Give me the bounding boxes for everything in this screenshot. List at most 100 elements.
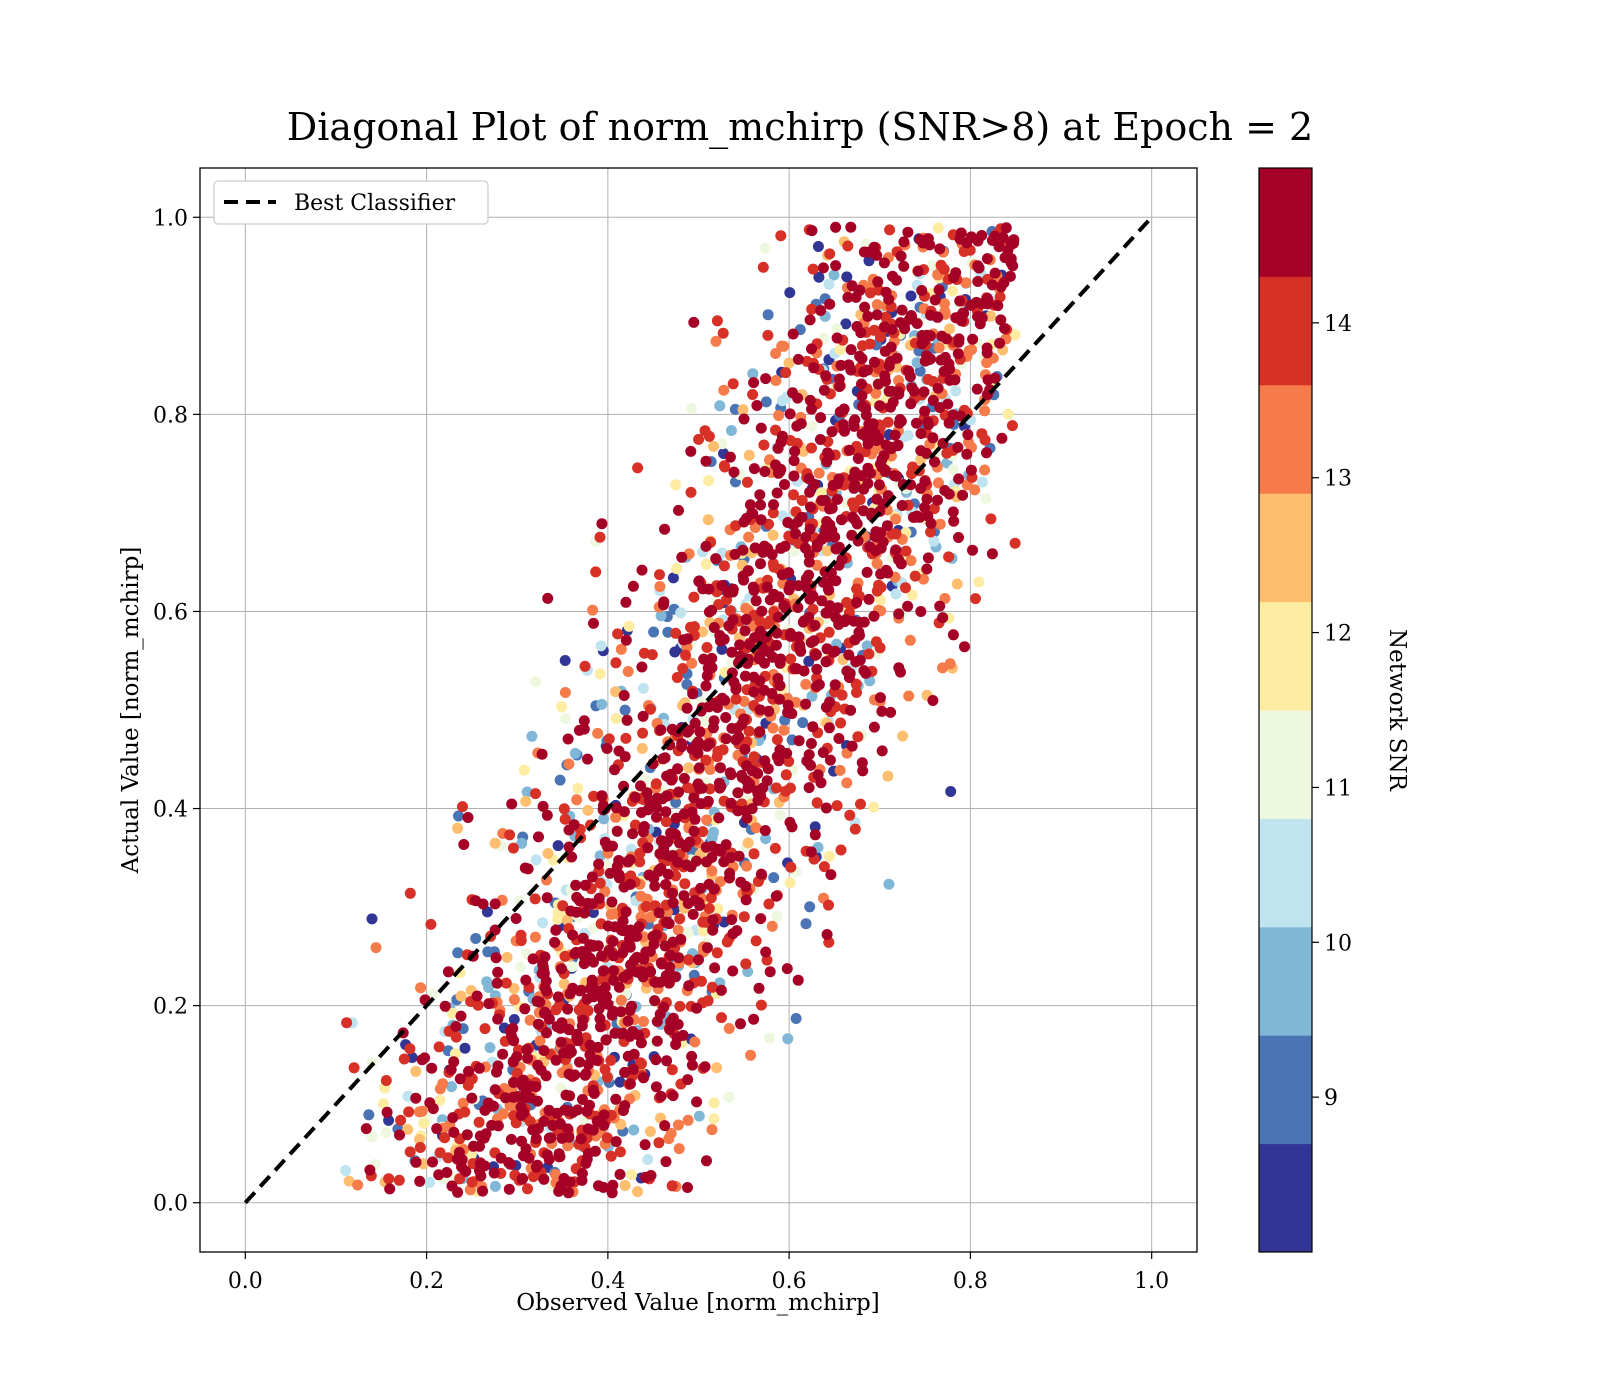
scatter-point <box>533 831 544 843</box>
scatter-point <box>798 665 810 677</box>
scatter-point <box>874 400 886 412</box>
scatter-point <box>831 332 843 344</box>
scatter-point <box>582 753 593 765</box>
scatter-point <box>697 583 709 595</box>
scatter-point <box>437 1078 449 1090</box>
scatter-point <box>644 703 656 715</box>
scatter-point <box>941 333 953 345</box>
scatter-point <box>783 357 795 369</box>
scatter-point <box>564 1090 576 1102</box>
scatter-point <box>713 812 725 824</box>
scatter-point <box>766 688 778 699</box>
scatter-point <box>817 262 829 274</box>
scatter-point <box>506 1030 517 1042</box>
scatter-point <box>473 1116 485 1128</box>
scatter-point <box>836 689 848 701</box>
scatter-point <box>886 324 898 335</box>
scatter-point <box>712 903 724 915</box>
scatter-point <box>951 578 963 590</box>
legend-label: Best Classifier <box>294 191 456 216</box>
scatter-point <box>554 1151 566 1163</box>
scatter-point <box>699 425 711 437</box>
scatter-point <box>404 1146 416 1158</box>
scatter-point <box>425 918 437 930</box>
scatter-point <box>669 646 681 658</box>
scatter-point <box>780 769 792 781</box>
scatter-point <box>898 260 910 272</box>
scatter-point <box>363 1109 375 1121</box>
scatter-point <box>474 1140 485 1152</box>
scatter-point <box>667 572 679 584</box>
scatter-point <box>871 299 883 311</box>
scatter-point <box>763 705 775 717</box>
scatter-point <box>987 234 998 246</box>
scatter-point <box>536 748 548 760</box>
scatter-point <box>507 842 519 854</box>
scatter-point <box>701 670 713 682</box>
scatter-point <box>853 626 865 638</box>
scatter-point <box>947 463 959 475</box>
scatter-point <box>532 1018 544 1030</box>
scatter-point <box>817 747 829 758</box>
scatter-point <box>636 743 648 754</box>
scatter-point <box>754 675 766 687</box>
scatter-point <box>702 995 714 1007</box>
scatter-point <box>605 1054 617 1066</box>
scatter-point <box>563 841 575 853</box>
scatter-point <box>706 604 718 616</box>
scatter-point <box>654 569 665 581</box>
scatter-point <box>752 768 764 779</box>
scatter-point <box>807 721 819 733</box>
scatter-point <box>744 778 755 790</box>
scatter-point <box>497 1048 509 1060</box>
scatter-point <box>793 735 805 747</box>
scatter-point <box>530 1133 542 1145</box>
scatter-point <box>588 790 600 802</box>
colorbar-tick-label: 14 <box>1324 312 1352 337</box>
scatter-point <box>706 662 718 674</box>
scatter-point <box>701 814 713 826</box>
scatter-point <box>632 462 644 474</box>
scatter-point <box>697 925 709 937</box>
scatter-point <box>841 777 853 789</box>
scatter-point <box>660 816 672 828</box>
scatter-point <box>507 1056 519 1067</box>
scatter-point <box>755 999 767 1011</box>
scatter-point <box>488 1100 499 1112</box>
scatter-point <box>960 277 972 289</box>
scatter-point <box>741 476 753 488</box>
colorbar: 9 10 11 12 13 14 <box>1258 167 1352 1253</box>
scatter-point <box>574 1056 585 1068</box>
scatter-point <box>922 416 934 428</box>
scatter-point <box>837 419 849 430</box>
scatter-point <box>855 798 866 810</box>
scatter-point <box>503 1183 515 1195</box>
scatter-point <box>927 432 939 444</box>
scatter-point <box>928 535 940 547</box>
y-axis-label: Actual Value [norm_mchirp] <box>118 547 144 875</box>
scatter-point <box>559 655 571 666</box>
scatter-point <box>442 966 454 978</box>
scatter-point <box>568 819 580 831</box>
scatter-point <box>600 1034 612 1046</box>
scatter-point <box>943 551 955 563</box>
scatter-point <box>763 898 775 910</box>
colorbar-segment <box>1259 384 1312 494</box>
scatter-point <box>483 998 495 1010</box>
scatter-point <box>795 418 807 430</box>
plot-frame <box>199 167 1198 1253</box>
scatter-point <box>725 797 737 809</box>
scatter-point <box>720 733 732 745</box>
scatter-point <box>760 396 772 408</box>
scatter-point <box>537 917 549 929</box>
scatter-point <box>965 464 977 476</box>
scatter-point <box>380 1127 392 1139</box>
scatter-point <box>927 394 939 406</box>
scatter-point <box>638 1072 649 1084</box>
scatter-point <box>804 486 816 498</box>
scatter-point <box>852 731 864 743</box>
scatter-point <box>992 300 1004 312</box>
scatter-point <box>663 1133 675 1145</box>
scatter-point <box>638 953 650 965</box>
scatter-point <box>779 479 790 490</box>
